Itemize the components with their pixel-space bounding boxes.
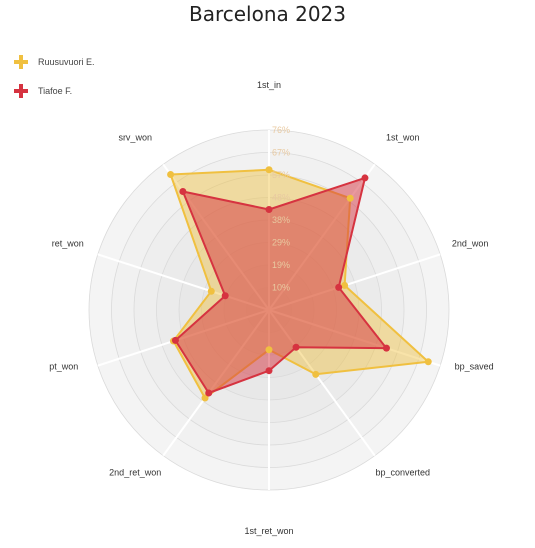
legend: Ruusuvuori E. Tiafoe F.	[14, 53, 95, 111]
axis-label: ret_won	[52, 238, 84, 248]
data-point	[205, 389, 213, 397]
data-point	[265, 367, 273, 375]
radial-tick-label: 10%	[272, 283, 290, 293]
radial-tick-label: 48%	[272, 193, 290, 203]
legend-label: Ruusuvuori E.	[38, 56, 95, 67]
data-point	[312, 370, 320, 378]
data-point	[346, 194, 354, 202]
data-point	[265, 346, 273, 354]
legend-item-ruusuvuori[interactable]: Ruusuvuori E.	[14, 53, 95, 70]
radial-tick-label: 29%	[272, 238, 290, 248]
legend-item-tiafoe[interactable]: Tiafoe F.	[14, 82, 95, 99]
data-point	[221, 292, 229, 300]
axis-label: bp_converted	[376, 468, 431, 478]
data-point	[171, 336, 179, 344]
legend-label: Tiafoe F.	[38, 85, 73, 96]
data-point	[167, 171, 175, 179]
data-point	[207, 287, 215, 295]
plus-icon	[14, 83, 28, 98]
axis-label: srv_won	[118, 132, 152, 142]
data-point	[265, 166, 273, 174]
data-point	[179, 187, 187, 195]
radial-tick-label: 67%	[272, 148, 290, 158]
data-point	[201, 394, 209, 402]
data-point	[341, 281, 349, 289]
axis-label: bp_saved	[455, 362, 494, 372]
data-point	[265, 206, 273, 214]
radial-tick-label: 19%	[272, 260, 290, 270]
axis-label: 2nd_ret_won	[109, 468, 161, 478]
plus-icon	[14, 54, 28, 69]
axis-label: 1st_ret_won	[244, 526, 293, 536]
axis-label: 1st_in	[257, 80, 281, 90]
data-point	[335, 283, 343, 291]
data-point	[382, 344, 390, 352]
radial-tick-label: 57%	[272, 170, 290, 180]
axis-label: pt_won	[49, 362, 78, 372]
radial-tick-label: 76%	[272, 125, 290, 135]
chart-title: Barcelona 2023	[188, 2, 347, 26]
data-point	[292, 343, 300, 351]
data-point	[424, 358, 432, 366]
radial-tick-label: 38%	[272, 215, 290, 225]
axis-label: 1st_won	[386, 132, 420, 142]
data-point	[361, 174, 369, 182]
axis-label: 2nd_won	[452, 238, 489, 248]
